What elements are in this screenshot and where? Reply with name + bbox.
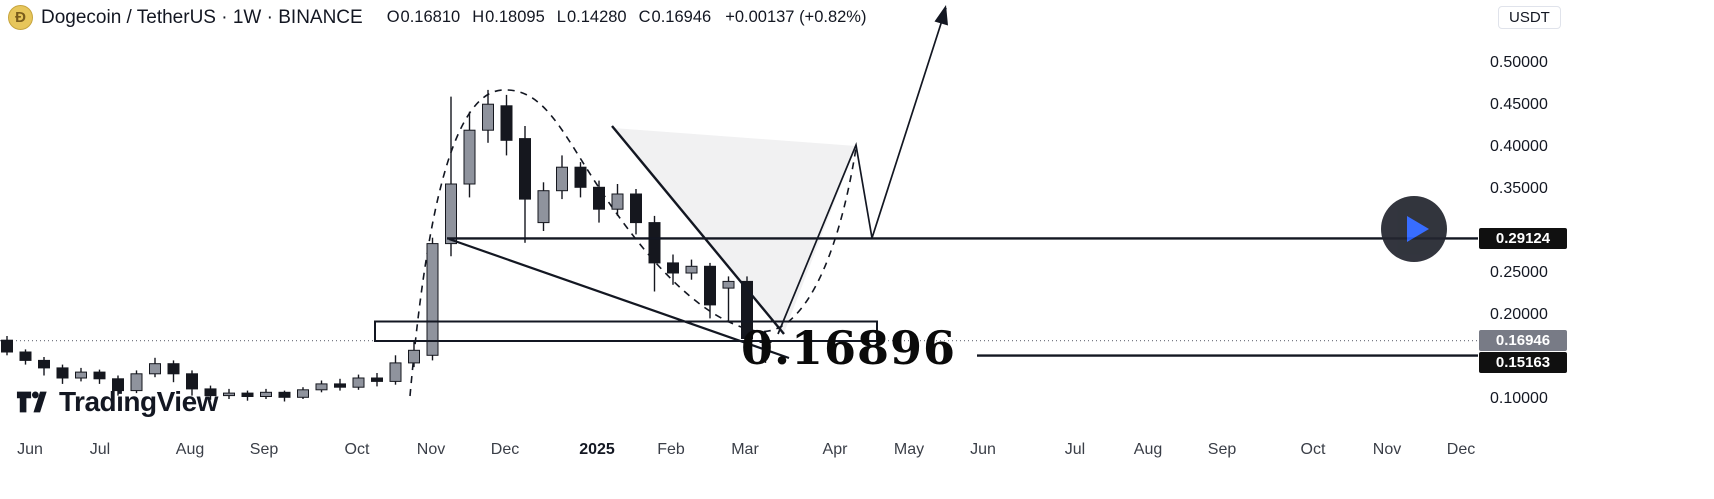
candle-body	[537, 190, 550, 224]
candle-body	[223, 392, 235, 397]
time-axis-label: Sep	[1207, 441, 1237, 458]
time-axis-label: Jul	[89, 441, 111, 458]
time-axis-label: Nov	[416, 441, 446, 458]
time-axis-label: 2025	[579, 441, 615, 458]
candle-body	[75, 371, 87, 379]
candle-body	[685, 265, 698, 274]
time-axis-label: Oct	[1300, 441, 1326, 458]
candle-body	[352, 377, 365, 388]
candle-body	[482, 103, 494, 131]
currency-button[interactable]: USDT	[1498, 6, 1561, 29]
candle-body	[167, 363, 180, 375]
candle-body	[297, 389, 309, 398]
play-icon	[1406, 216, 1429, 242]
ohlc-open: O0.16810	[386, 8, 461, 26]
candle-body	[371, 377, 383, 382]
candle-body	[722, 280, 735, 289]
candle-body	[593, 186, 605, 210]
time-axis-label: Jun	[17, 441, 43, 458]
time-axis-label: Apr	[822, 441, 848, 458]
candle-body	[426, 243, 439, 356]
candle-body	[1, 339, 13, 353]
arrowhead-icon	[934, 5, 948, 26]
candle-body	[445, 183, 457, 245]
candle-body	[704, 265, 716, 306]
shaded-wedge[interactable]	[613, 128, 856, 333]
price-tick-label: 0.45000	[1490, 96, 1548, 113]
dogecoin-logo-icon: Ð	[8, 5, 33, 30]
price-badge: 0.16946	[1479, 330, 1567, 352]
candle-body	[556, 166, 568, 192]
price-tick-label: 0.35000	[1490, 180, 1548, 197]
candle-body	[500, 105, 513, 141]
time-axis-label: Aug	[175, 441, 205, 458]
candle-body	[260, 391, 272, 397]
time-axis-label: Feb	[657, 441, 685, 458]
price-tick-label: 0.20000	[1490, 306, 1548, 323]
candle-body	[574, 166, 587, 188]
time-axis-label: Jun	[970, 441, 996, 458]
time-axis-label: Dec	[490, 441, 520, 458]
candle-body	[112, 378, 124, 392]
time-axis-label: Oct	[344, 441, 370, 458]
tradingview-watermark-text: TradingView	[59, 386, 218, 417]
time-axis-label: Nov	[1372, 441, 1402, 458]
play-button[interactable]	[1381, 196, 1447, 262]
symbol-title[interactable]: Dogecoin / TetherUS · 1W · BINANCE	[41, 6, 363, 28]
candle-body	[241, 392, 254, 398]
price-tick-label: 0.10000	[1490, 390, 1548, 407]
candle-body	[19, 351, 32, 361]
candle-body	[334, 383, 346, 388]
time-axis-label: Dec	[1446, 441, 1476, 458]
price-tick-label: 0.50000	[1490, 54, 1548, 71]
tradingview-watermark[interactable]: TradingView	[16, 386, 218, 418]
candle-body	[630, 193, 642, 224]
candle-body	[186, 373, 198, 390]
time-axis-label: Jul	[1064, 441, 1086, 458]
ohlc-values: O0.16810 H0.18095 L0.14280 C0.16946 +0.0…	[387, 8, 867, 27]
price-axis[interactable]: 0.50000 0.45000 0.40000 0.35000 0.25000 0.200…	[1478, 0, 1714, 438]
candle-body	[315, 383, 328, 391]
candle-body	[278, 391, 291, 398]
time-axis-label: Sep	[249, 441, 279, 458]
downtrend-line-steep[interactable]	[611, 125, 785, 335]
candle-body	[149, 363, 161, 375]
candle-body	[93, 371, 106, 380]
time-axis-label: May	[893, 441, 925, 458]
price-badge: 0.29124	[1479, 227, 1567, 249]
candle-body	[667, 262, 679, 274]
price-path-projection[interactable]	[777, 7, 947, 335]
candle-body	[408, 349, 420, 364]
price-tick-label: 0.40000	[1490, 138, 1548, 155]
candle-body	[611, 193, 624, 210]
ohlc-low: L0.14280	[556, 8, 627, 26]
ohlc-high: H0.18095	[472, 8, 545, 26]
candle-body	[38, 359, 50, 369]
candle-body	[648, 222, 661, 264]
candle-body	[56, 367, 69, 379]
time-axis-label: Mar	[731, 441, 759, 458]
candle-body	[519, 138, 531, 200]
chart-header: Ð Dogecoin / TetherUS · 1W · BINANCE O0.…	[8, 5, 866, 30]
candle-body	[130, 373, 143, 392]
candle-body	[741, 280, 753, 339]
candle-body	[389, 362, 402, 382]
support-zone-box[interactable]	[374, 320, 878, 342]
price-change: +0.00137 (+0.82%)	[725, 8, 867, 26]
price-badge: 0.15163	[1479, 352, 1567, 374]
candle-body	[463, 129, 476, 185]
candle-body	[204, 388, 217, 397]
price-annotation-label[interactable]: 0.16896	[741, 321, 957, 375]
tradingview-logo-icon	[16, 391, 47, 413]
ohlc-close: C0.16946	[638, 8, 712, 26]
time-axis-label: Aug	[1133, 441, 1163, 458]
candles[interactable]	[1, 89, 772, 402]
time-axis[interactable]: Jun Jul Aug Sep Oct Nov Dec 2025 Feb Mar Apr May Jun…	[0, 438, 1714, 464]
price-tick-label: 0.25000	[1490, 264, 1548, 281]
downtrend-line-shallow[interactable]	[448, 237, 790, 360]
